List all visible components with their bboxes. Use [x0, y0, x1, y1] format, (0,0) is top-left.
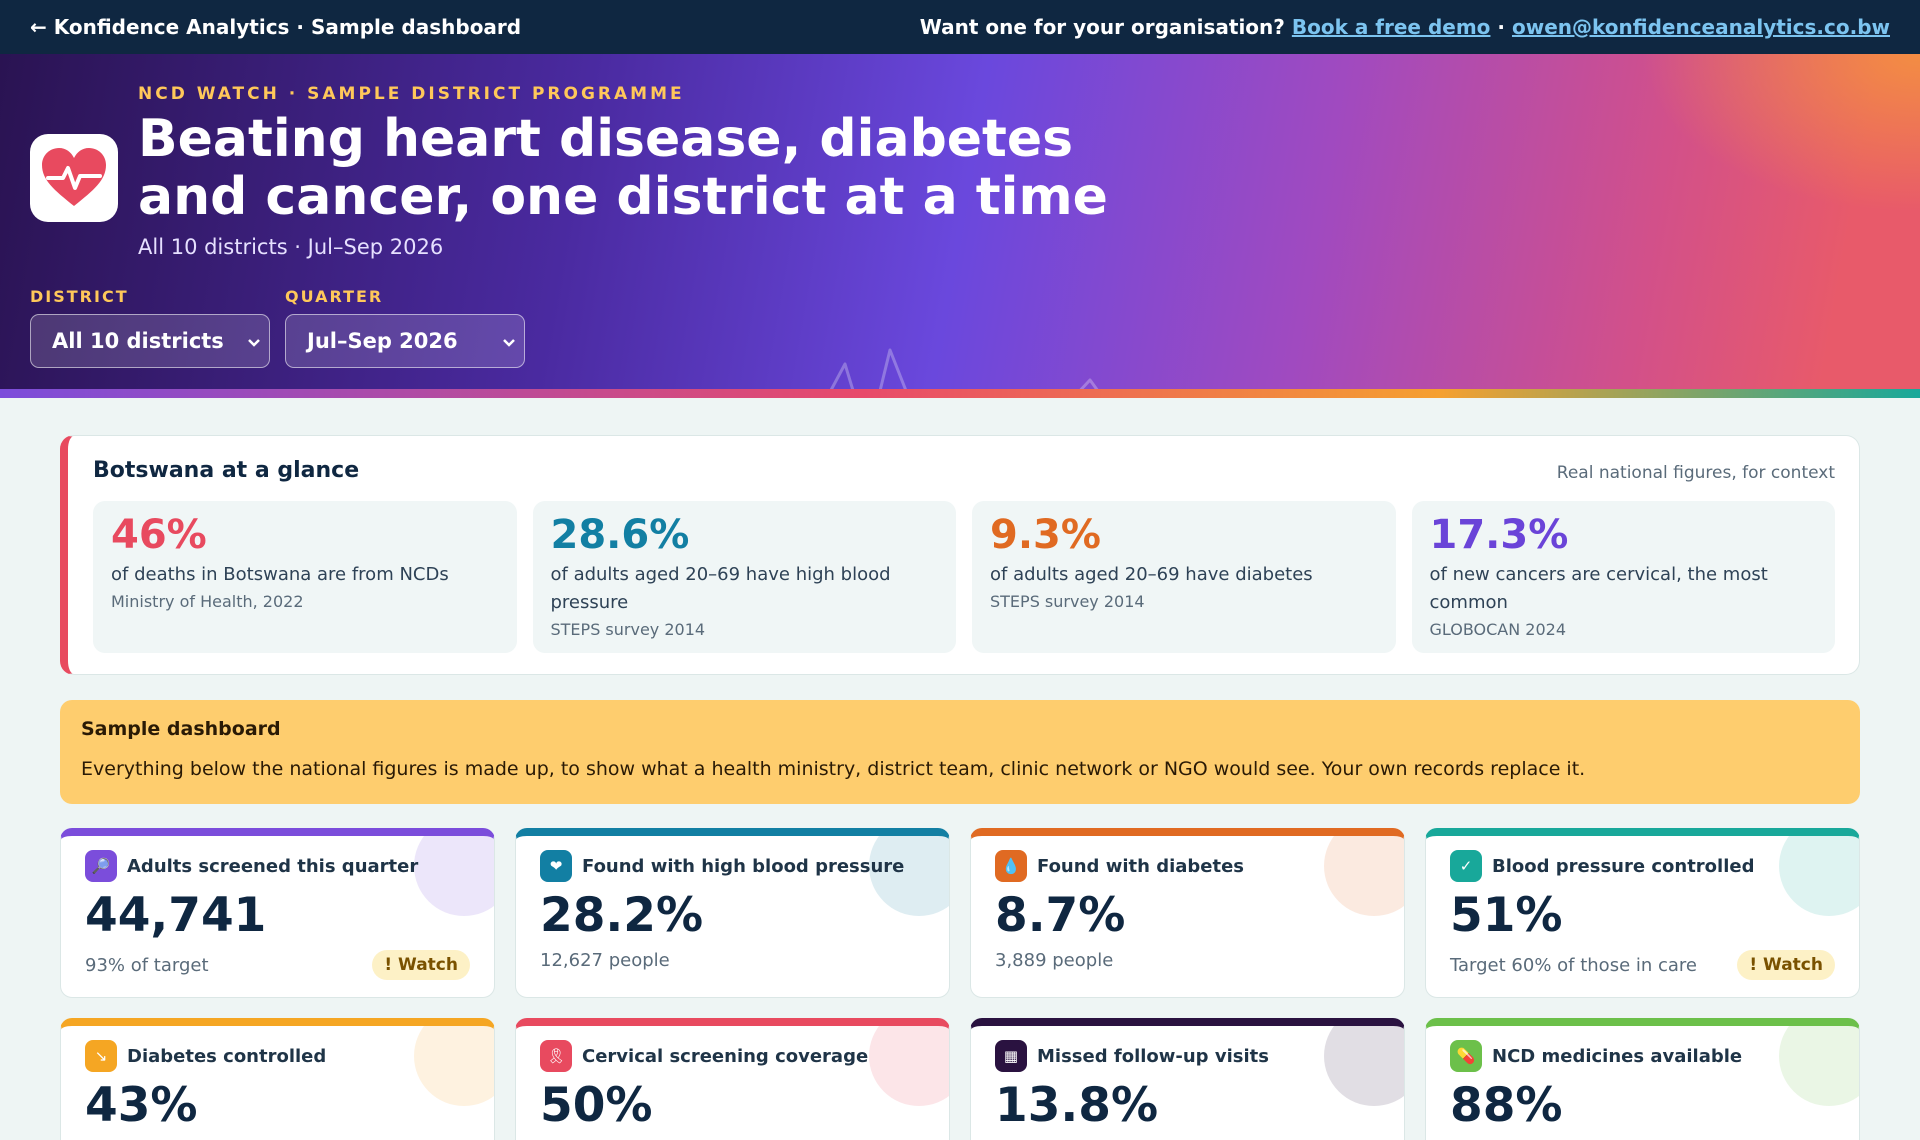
quarter-filter: QUARTER Jul–Sep 2026	[285, 287, 525, 368]
pill-icon: 💊	[1450, 1040, 1482, 1072]
quarter-select[interactable]: Jul–Sep 2026	[285, 314, 525, 368]
watch-badge: ! Watch	[1737, 950, 1835, 980]
kpi-card-diabetes-controlled[interactable]: ↘ Diabetes controlled 43%	[60, 1018, 495, 1140]
magnifier-icon: 🔎	[85, 850, 117, 882]
stat-card: 28.6% of adults aged 20–69 have high blo…	[532, 501, 956, 653]
notice-body: Everything below the national figures is…	[81, 758, 1586, 780]
heart-icon: ❤	[540, 850, 572, 882]
glance-panel: Botswana at a glance Real national figur…	[60, 435, 1860, 675]
top-bar: ← Konfidence Analytics · Sample dashboar…	[0, 0, 1920, 54]
blood-drop-icon: 💧	[995, 850, 1027, 882]
chevron-down-icon	[247, 329, 261, 353]
watch-badge: ! Watch	[372, 950, 470, 980]
hero-banner: NCD WATCH · SAMPLE DISTRICT PROGRAMME Be…	[0, 54, 1920, 398]
quarter-label: QUARTER	[285, 287, 384, 306]
page-title: Beating heart disease, diabetes and canc…	[138, 110, 1118, 226]
glance-stats: 46% of deaths in Botswana are from NCDs …	[93, 501, 1835, 653]
top-bar-cta: Want one for your organisation? Book a f…	[920, 15, 1890, 39]
stat-value: 46%	[111, 512, 207, 558]
separator: ·	[1497, 15, 1506, 39]
quarter-value: Jul–Sep 2026	[307, 329, 458, 353]
stat-desc: of adults aged 20–69 have diabetes	[990, 564, 1313, 585]
pulse-line-decoration	[650, 348, 1284, 398]
gradient-stripe	[0, 389, 1920, 398]
stat-source: STEPS survey 2014	[550, 620, 706, 639]
kpi-subtext: Target 60% of those in care	[1450, 954, 1697, 976]
kpi-value: 8.7%	[995, 888, 1126, 943]
district-select[interactable]: All 10 districts	[30, 314, 270, 368]
stat-source: GLOBOCAN 2024	[1429, 620, 1567, 639]
title-line-1: Beating heart disease, diabetes	[138, 109, 1074, 169]
kpi-card-cervical-screening[interactable]: 🎗 Cervical screening coverage 50%	[515, 1018, 950, 1140]
stat-value: 28.6%	[550, 512, 690, 558]
kpi-value: 44,741	[85, 888, 267, 943]
hero-subtitle: All 10 districts · Jul–Sep 2026	[138, 235, 444, 259]
kpi-label: Cervical screening coverage	[582, 1045, 869, 1067]
kpi-label: Found with high blood pressure	[582, 855, 905, 877]
stat-card: 46% of deaths in Botswana are from NCDs …	[93, 501, 517, 653]
kpi-label: Diabetes controlled	[127, 1045, 327, 1067]
title-line-2: and cancer, one district at a time	[138, 167, 1108, 227]
kpi-card-adults-screened[interactable]: 🔎 Adults screened this quarter 44,741 93%…	[60, 828, 495, 998]
kpi-label: Missed follow-up visits	[1037, 1045, 1269, 1067]
book-demo-link[interactable]: Book a free demo	[1291, 15, 1491, 39]
heart-pulse-icon	[30, 134, 118, 222]
chevron-down-icon	[502, 329, 516, 353]
stat-source: Ministry of Health, 2022	[111, 592, 304, 611]
kpi-card-bp-controlled[interactable]: ✓ Blood pressure controlled 51% Target 60…	[1425, 828, 1860, 998]
kpi-card-diabetes[interactable]: 💧 Found with diabetes 8.7% 3,889 people	[970, 828, 1405, 998]
ribbon-icon: 🎗	[540, 1040, 572, 1072]
stat-desc: of deaths in Botswana are from NCDs	[111, 564, 449, 585]
kpi-card-missed-follow-up[interactable]: ▦ Missed follow-up visits 13.8%	[970, 1018, 1405, 1140]
kpi-value: 28.2%	[540, 888, 704, 943]
glance-title: Botswana at a glance	[93, 458, 360, 483]
kpi-label: NCD medicines available	[1492, 1045, 1743, 1067]
calendar-icon: ▦	[995, 1040, 1027, 1072]
kpi-label: Blood pressure controlled	[1492, 855, 1755, 877]
kpi-subtext: 3,889 people	[995, 950, 1114, 971]
cta-text: Want one for your organisation?	[919, 15, 1285, 39]
kpi-value: 13.8%	[995, 1078, 1159, 1133]
kpi-card-high-blood-pressure[interactable]: ❤ Found with high blood pressure 28.2% 12…	[515, 828, 950, 998]
kpi-value: 88%	[1450, 1078, 1563, 1133]
district-filter: DISTRICT All 10 districts	[30, 287, 270, 368]
kpi-label: Found with diabetes	[1037, 855, 1245, 877]
email-link[interactable]: owen@konfidenceanalytics.co.bw	[1511, 15, 1890, 39]
chart-down-icon: ↘	[85, 1040, 117, 1072]
sample-notice: Sample dashboard Everything below the na…	[60, 700, 1860, 804]
district-label: DISTRICT	[30, 287, 129, 306]
stat-desc: of adults aged 20–69 have high blood pre…	[550, 564, 891, 613]
kpi-grid: 🔎 Adults screened this quarter 44,741 93%…	[60, 828, 1860, 1140]
kpi-value: 50%	[540, 1078, 653, 1133]
stat-value: 9.3%	[990, 512, 1101, 558]
stat-value: 17.3%	[1429, 512, 1569, 558]
kpi-subtext: 93% of target	[85, 954, 209, 976]
check-icon: ✓	[1450, 850, 1482, 882]
stat-card: 9.3% of adults aged 20–69 have diabetes …	[972, 501, 1396, 653]
district-value: All 10 districts	[52, 329, 224, 353]
stat-card: 17.3% of new cancers are cervical, the m…	[1411, 501, 1835, 653]
kpi-card-ncd-medicines[interactable]: 💊 NCD medicines available 88%	[1425, 1018, 1860, 1140]
kpi-subtext: 12,627 people	[540, 950, 670, 971]
glance-context: Real national figures, for context	[1556, 463, 1835, 483]
notice-title: Sample dashboard	[81, 718, 281, 740]
stat-desc: of new cancers are cervical, the most co…	[1429, 564, 1768, 613]
back-link[interactable]: ← Konfidence Analytics · Sample dashboar…	[30, 15, 522, 39]
kpi-label: Adults screened this quarter	[127, 855, 419, 877]
kpi-value: 43%	[85, 1078, 198, 1133]
kpi-value: 51%	[1450, 888, 1563, 943]
stat-source: STEPS survey 2014	[990, 592, 1145, 611]
hero-eyebrow: NCD WATCH · SAMPLE DISTRICT PROGRAMME	[138, 84, 685, 104]
